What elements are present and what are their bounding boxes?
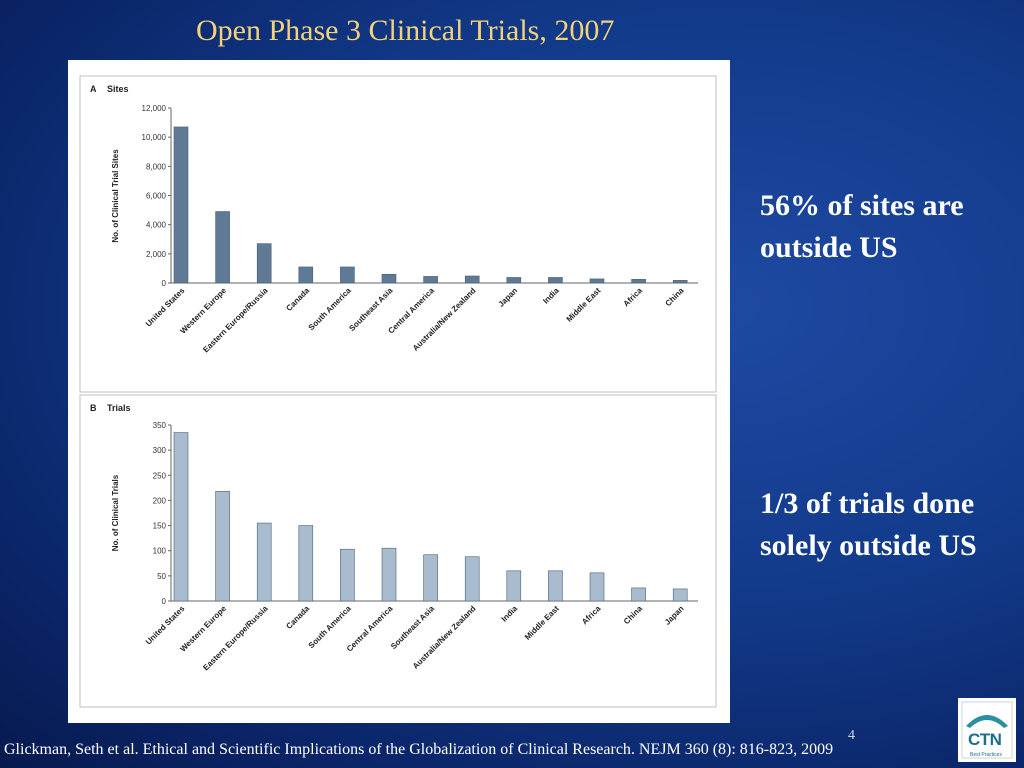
bar — [548, 570, 563, 602]
bar — [631, 587, 646, 602]
bar — [589, 572, 605, 602]
bar — [672, 588, 688, 602]
y-tick-label: 150 — [153, 522, 167, 531]
y-tick-label: 100 — [153, 547, 167, 556]
bar — [215, 211, 230, 284]
panel-letter: A — [90, 84, 97, 94]
bar — [423, 276, 438, 284]
callout-sites: 56% of sites are outside US — [760, 189, 964, 264]
bar — [506, 570, 522, 602]
y-tick-label: 300 — [153, 446, 167, 455]
y-axis-label: No. of Clinical Trial Sites — [111, 149, 120, 243]
y-tick-label: 50 — [157, 572, 166, 581]
y-tick-label: 6,000 — [146, 192, 167, 201]
bar — [423, 554, 438, 602]
bar — [340, 548, 355, 602]
y-tick-label: 12,000 — [142, 104, 167, 113]
bar — [464, 556, 480, 602]
bar — [215, 491, 230, 602]
bar-charts-figure: A Sites No. of Clinical Trial Sites 0 2,000 4… — [79, 75, 717, 708]
y-tick-label: 2,000 — [146, 250, 167, 259]
y-tick-label: 4,000 — [146, 221, 167, 230]
page-number: 4 — [848, 728, 855, 743]
bar — [340, 266, 355, 284]
figure-panel: A Sites No. of Clinical Trial Sites 0 2,000 4… — [68, 60, 730, 723]
bar — [672, 280, 688, 284]
bar — [589, 278, 605, 284]
citation: Glickman, Seth et al. Ethical and Scient… — [4, 741, 834, 758]
bar — [548, 277, 563, 284]
logo-arc-icon — [961, 701, 1013, 759]
logo-subtext: Best Practices — [970, 752, 1002, 758]
callout-trials: 1/3 of trials done solely outside US — [760, 487, 977, 562]
bar — [298, 525, 314, 602]
bar — [631, 279, 646, 284]
bar — [506, 277, 522, 284]
y-axis-label: No. of Clinical Trials — [111, 474, 120, 551]
bar — [298, 266, 314, 284]
logo-text: CTN — [968, 730, 1002, 749]
bar — [173, 126, 189, 284]
bar — [173, 432, 189, 602]
bar — [381, 547, 397, 602]
chart-title: Sites — [107, 84, 129, 94]
y-tick-label: 350 — [153, 421, 167, 430]
y-tick-label: 8,000 — [146, 162, 167, 171]
slide-title: Open Phase 3 Clinical Trials, 2007 — [196, 14, 615, 47]
bar — [256, 522, 272, 602]
ctn-logo: CTN Best Practices — [958, 698, 1016, 762]
y-tick-label: 10,000 — [142, 133, 167, 142]
y-tick-label: 0 — [162, 279, 167, 288]
y-tick-label: 200 — [153, 496, 167, 505]
bar — [256, 243, 272, 284]
y-tick-label: 250 — [153, 471, 167, 480]
y-tick-label: 0 — [162, 597, 167, 606]
bar — [464, 275, 480, 284]
bar — [381, 273, 397, 284]
panel-letter: B — [90, 403, 97, 413]
chart-title: Trials — [107, 403, 131, 413]
